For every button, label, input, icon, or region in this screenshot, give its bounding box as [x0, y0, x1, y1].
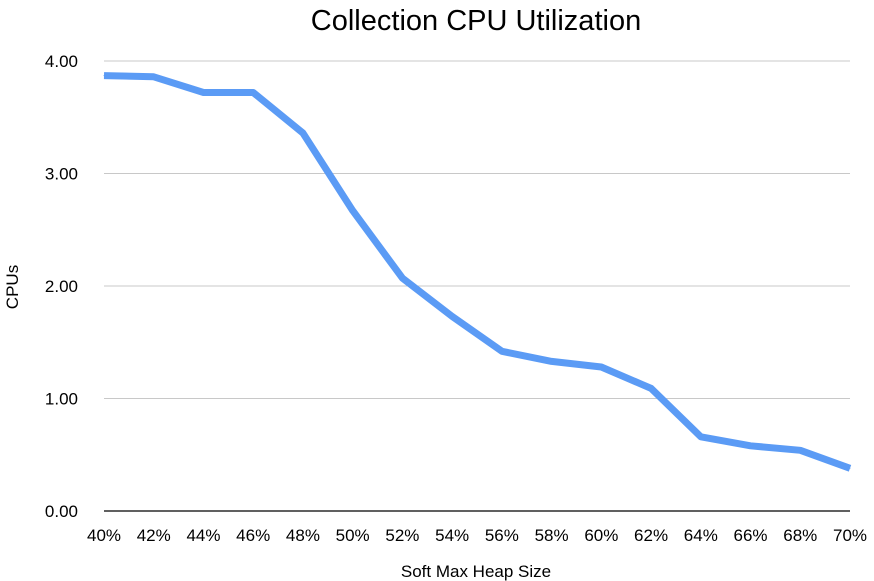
data-point: [103, 75, 105, 77]
series-group: [103, 72, 852, 472]
x-tick-label: 54%: [435, 526, 469, 545]
x-tick-label: 58%: [535, 526, 569, 545]
x-tick-label: 70%: [833, 526, 867, 545]
x-tick-label: 52%: [385, 526, 419, 545]
x-axis-title: Soft Max Heap Size: [401, 562, 551, 581]
x-tick-label: 62%: [634, 526, 668, 545]
data-point: [302, 132, 304, 134]
data-point: [799, 449, 801, 451]
data-point: [153, 76, 155, 78]
y-tick-label: 0.00: [45, 502, 78, 521]
y-tick-label: 2.00: [45, 277, 78, 296]
gridlines: [104, 60, 850, 399]
x-tick-label: 40%: [87, 526, 121, 545]
y-tick-label: 1.00: [45, 390, 78, 409]
y-tick-label: 3.00: [45, 165, 78, 184]
y-axis-title: CPUs: [3, 265, 22, 309]
data-point: [252, 92, 254, 93]
data-point: [750, 445, 752, 447]
y-tick-label: 4.00: [45, 52, 78, 71]
data-point: [501, 350, 503, 352]
y-axis-ticks: 0.00 1.00 2.00 3.00 4.00: [45, 52, 78, 521]
x-tick-label: 56%: [485, 526, 519, 545]
data-point: [202, 92, 204, 93]
data-point: [551, 360, 553, 362]
x-tick-label: 66%: [734, 526, 768, 545]
x-tick-label: 48%: [286, 526, 320, 545]
data-point: [650, 387, 652, 389]
x-tick-label: 60%: [584, 526, 618, 545]
chart-title: Collection CPU Utilization: [311, 5, 641, 37]
x-tick-label: 68%: [783, 526, 817, 545]
x-tick-label: 42%: [137, 526, 171, 545]
data-point: [451, 315, 453, 317]
data-point: [849, 467, 851, 469]
x-tick-label: 46%: [236, 526, 270, 545]
data-point: [352, 210, 354, 212]
x-axis-ticks: 40% 42% 44% 46% 48% 50% 52% 54% 56% 58% 60% 62% 64% 6…: [87, 526, 867, 545]
x-tick-label: 64%: [684, 526, 718, 545]
series-line: [103, 72, 852, 472]
x-tick-label: 44%: [186, 526, 220, 545]
data-point: [401, 277, 403, 279]
data-point: [700, 436, 702, 438]
x-tick-label: 50%: [336, 526, 370, 545]
data-point: [600, 366, 602, 368]
